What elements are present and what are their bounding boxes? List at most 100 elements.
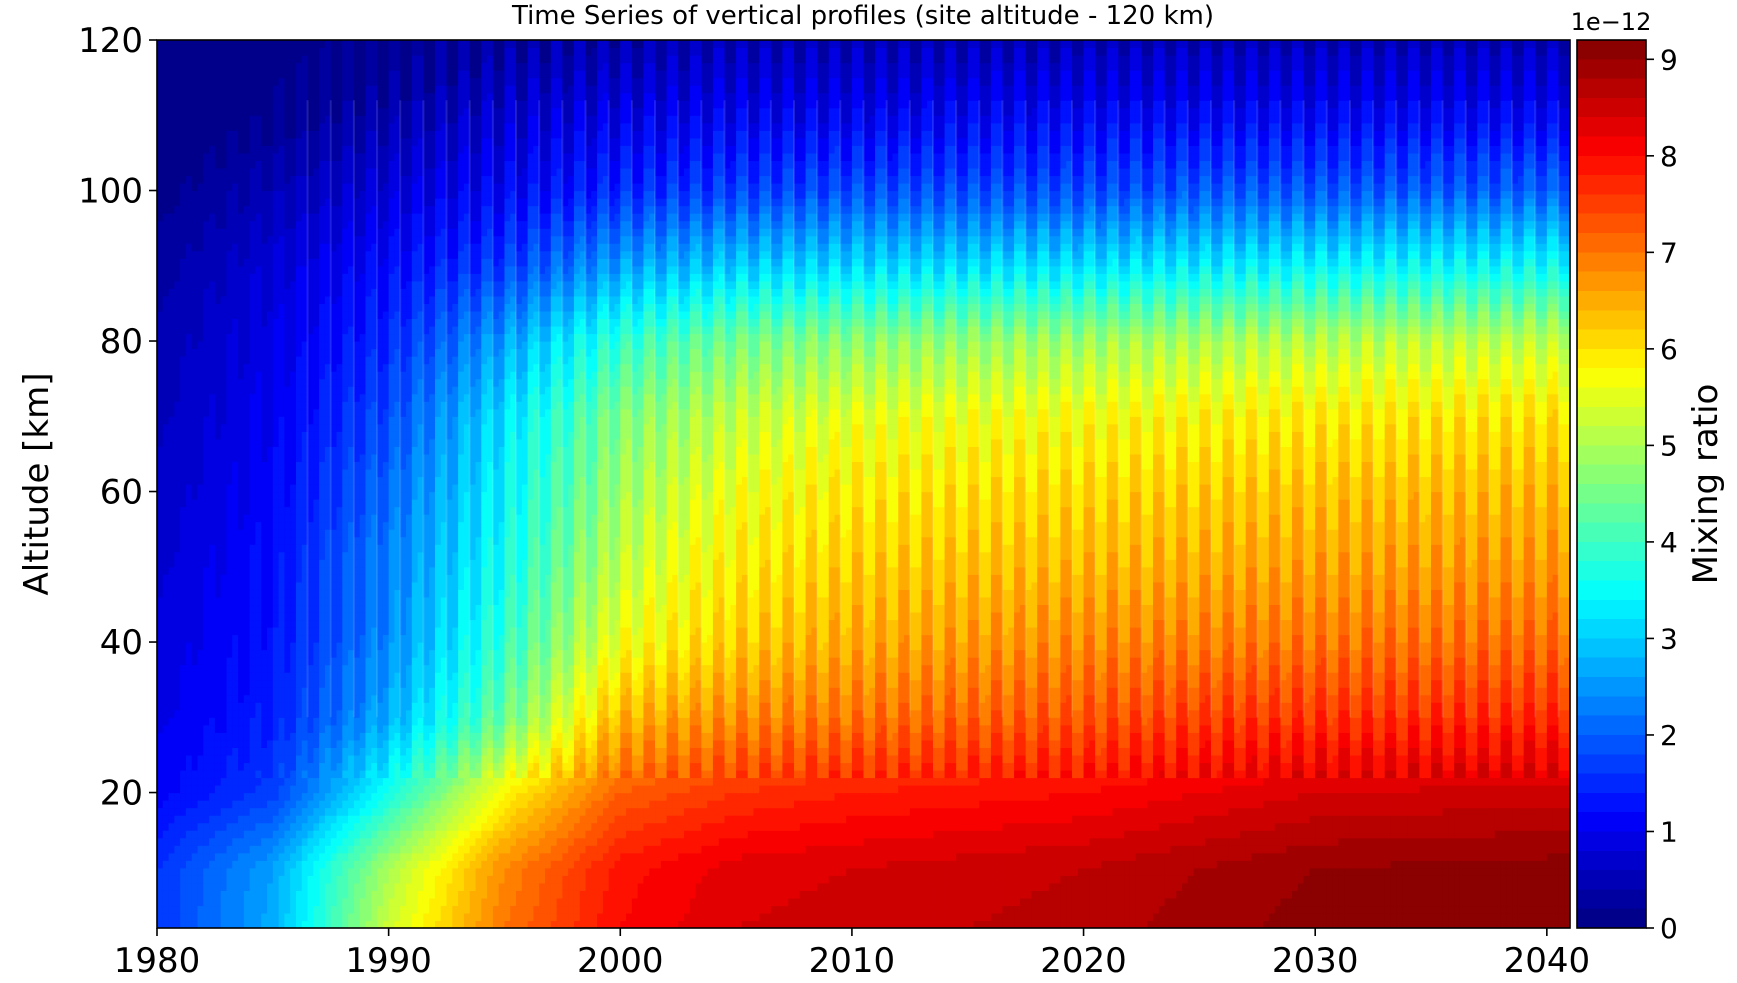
heatmap-cell xyxy=(250,845,256,853)
heatmap-cell xyxy=(383,476,389,484)
heatmap-cell xyxy=(209,371,215,379)
heatmap-cell xyxy=(313,100,319,108)
heatmap-cell xyxy=(348,78,354,86)
heatmap-cell xyxy=(290,48,296,56)
heatmap-cell xyxy=(244,108,250,116)
heatmap-cell xyxy=(360,48,366,56)
heatmap-cell xyxy=(325,913,331,921)
heatmap-cell xyxy=(267,702,273,710)
heatmap-cell xyxy=(273,356,279,364)
heatmap-cell xyxy=(203,619,209,627)
heatmap-cell xyxy=(279,454,285,462)
heatmap-cell xyxy=(377,905,383,913)
heatmap-cell xyxy=(163,183,169,191)
heatmap-cell xyxy=(279,635,285,643)
heatmap-cell xyxy=(215,145,221,153)
heatmap-cell xyxy=(360,747,366,755)
heatmap-cell xyxy=(169,70,175,78)
heatmap-cell xyxy=(198,175,204,183)
heatmap-cell xyxy=(319,93,325,101)
heatmap-cell xyxy=(198,529,204,537)
heatmap-cell xyxy=(163,138,169,146)
heatmap-cell xyxy=(226,416,232,424)
heatmap-cell xyxy=(232,251,238,259)
heatmap-cell xyxy=(337,123,343,131)
heatmap-cell xyxy=(244,507,250,515)
heatmap-cell xyxy=(365,213,371,221)
heatmap-cell xyxy=(215,725,221,733)
heatmap-cell xyxy=(290,830,296,838)
heatmap-cell xyxy=(290,597,296,605)
heatmap-cell xyxy=(389,755,395,763)
heatmap-cell xyxy=(186,55,192,63)
heatmap-cell xyxy=(215,845,221,853)
heatmap-cell xyxy=(383,258,389,266)
heatmap-cell xyxy=(255,145,261,153)
heatmap-cell xyxy=(174,793,180,801)
heatmap-cell xyxy=(221,627,227,635)
heatmap-cell xyxy=(313,499,319,507)
heatmap-cell xyxy=(163,589,169,597)
heatmap-cell xyxy=(232,100,238,108)
heatmap-cell xyxy=(157,394,163,402)
heatmap-cell xyxy=(198,635,204,643)
heatmap-cell xyxy=(250,755,256,763)
heatmap-cell xyxy=(319,55,325,63)
heatmap-cell xyxy=(221,251,227,259)
heatmap-cell xyxy=(238,296,244,304)
heatmap-cell xyxy=(226,409,232,417)
heatmap-cell xyxy=(215,115,221,123)
heatmap-cell xyxy=(290,808,296,816)
heatmap-cell xyxy=(198,371,204,379)
heatmap-cell xyxy=(226,762,232,770)
heatmap-cell xyxy=(203,710,209,718)
heatmap-cell xyxy=(371,732,377,740)
heatmap-cell xyxy=(365,815,371,823)
heatmap-cell xyxy=(163,800,169,808)
heatmap-cell xyxy=(354,85,360,93)
heatmap-cell xyxy=(296,446,302,454)
heatmap-cell xyxy=(250,612,256,620)
heatmap-cell xyxy=(221,93,227,101)
heatmap-cell xyxy=(174,93,180,101)
heatmap-cell xyxy=(273,687,279,695)
heatmap-cell xyxy=(273,815,279,823)
heatmap-cell xyxy=(244,574,250,582)
heatmap-cell xyxy=(192,431,198,439)
heatmap-cell xyxy=(394,785,400,793)
heatmap-cell xyxy=(290,785,296,793)
heatmap-cell xyxy=(337,130,343,138)
heatmap-cell xyxy=(342,574,348,582)
heatmap-cell xyxy=(319,619,325,627)
heatmap-cell xyxy=(169,138,175,146)
heatmap-cell xyxy=(232,326,238,334)
heatmap-cell xyxy=(163,273,169,281)
heatmap-cell xyxy=(337,830,343,838)
heatmap-cell xyxy=(198,431,204,439)
heatmap-cell xyxy=(169,665,175,673)
heatmap-cell xyxy=(389,868,395,876)
heatmap-cell xyxy=(169,431,175,439)
heatmap-cell xyxy=(203,236,209,244)
heatmap-cell xyxy=(360,55,366,63)
heatmap-cell xyxy=(157,281,163,289)
heatmap-cell xyxy=(163,695,169,703)
heatmap-cell xyxy=(250,582,256,590)
heatmap-cell xyxy=(365,672,371,680)
heatmap-cell xyxy=(400,890,406,898)
heatmap-cell xyxy=(261,266,267,274)
heatmap-cell xyxy=(192,650,198,658)
heatmap-cell xyxy=(226,78,232,86)
heatmap-cell xyxy=(342,604,348,612)
heatmap-cell xyxy=(389,326,395,334)
heatmap-cell xyxy=(267,770,273,778)
heatmap-cell xyxy=(163,258,169,266)
heatmap-cell xyxy=(192,604,198,612)
heatmap-cell xyxy=(244,905,250,913)
heatmap-cell xyxy=(232,273,238,281)
heatmap-cell xyxy=(180,318,186,326)
heatmap-cell xyxy=(337,454,343,462)
heatmap-cell xyxy=(296,913,302,921)
heatmap-cell xyxy=(192,401,198,409)
heatmap-cell xyxy=(174,251,180,259)
